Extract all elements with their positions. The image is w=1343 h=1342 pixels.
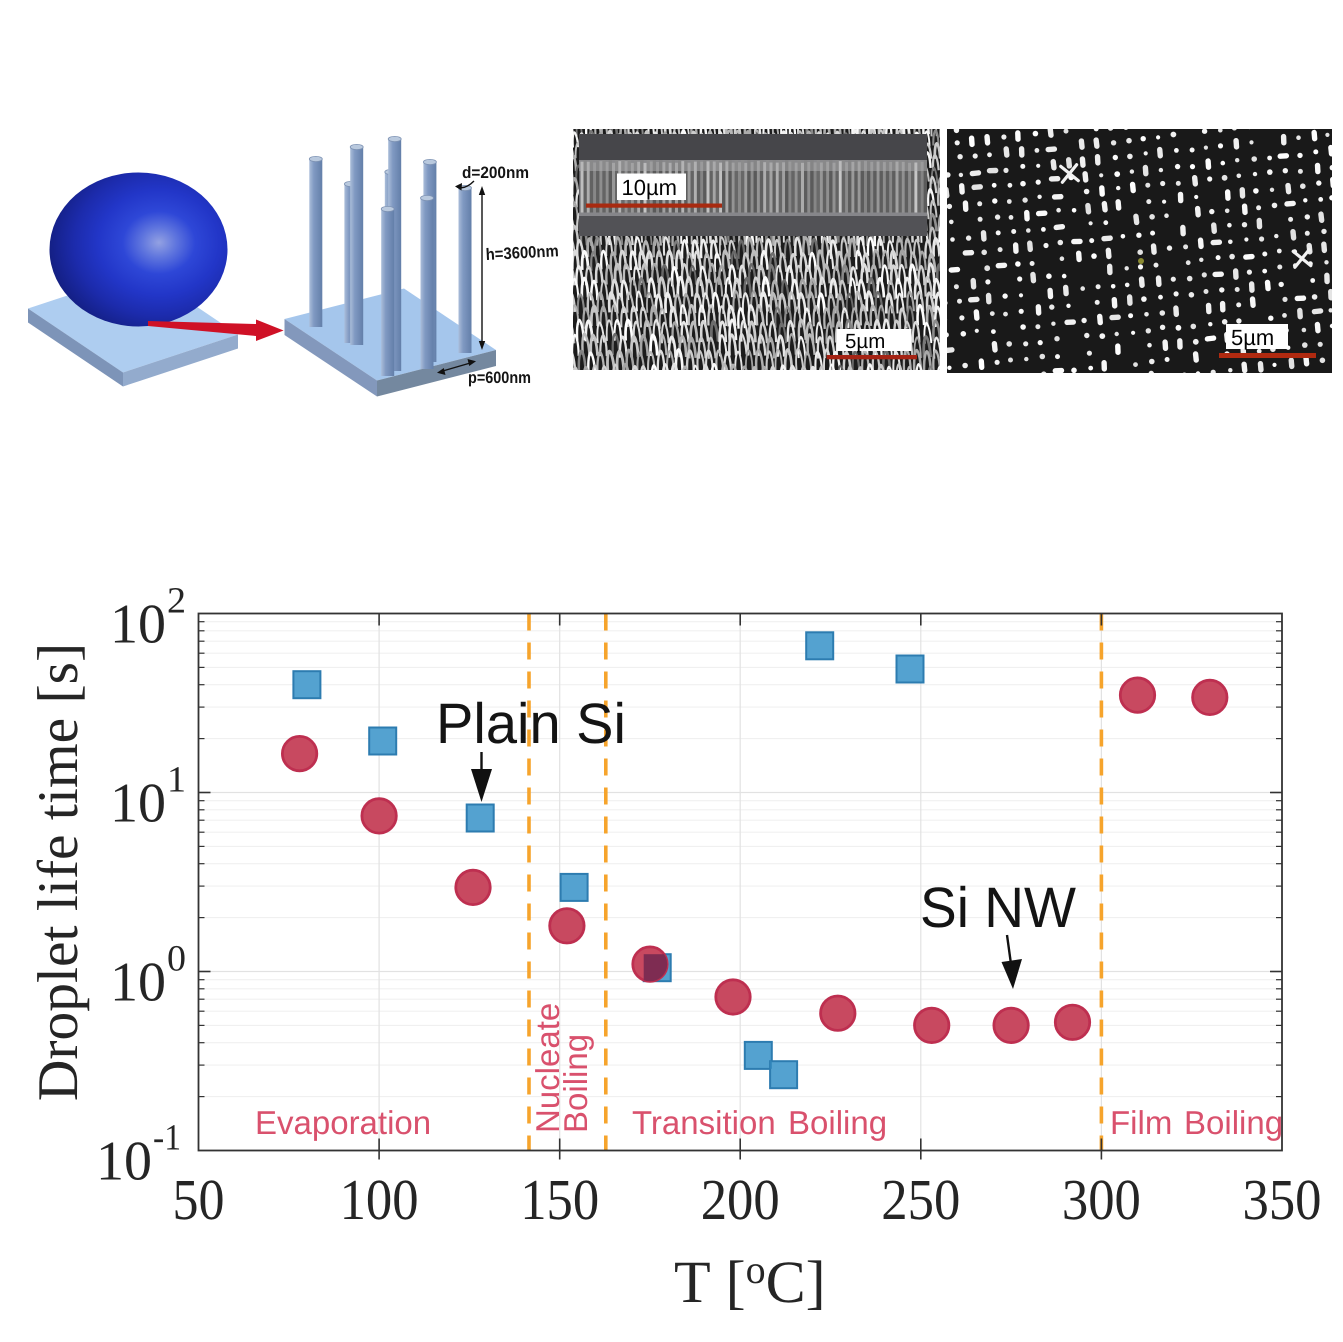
svg-text:Boiling: Boiling <box>1184 1104 1283 1141</box>
svg-text:2: 2 <box>167 581 186 622</box>
svg-text:T [oC]: T [oC] <box>674 1247 826 1315</box>
svg-text:Droplet life time [s]: Droplet life time [s] <box>27 643 90 1101</box>
svg-text:250: 250 <box>881 1167 960 1232</box>
svg-text:10µm: 10µm <box>622 175 677 200</box>
svg-text:Film: Film <box>1110 1104 1172 1141</box>
svg-text:p=600nm: p=600nm <box>468 369 531 387</box>
svg-text:5µm: 5µm <box>845 330 885 353</box>
svg-text:Boiling: Boiling <box>788 1104 887 1141</box>
svg-text:-1: -1 <box>153 1118 181 1159</box>
svg-text:350: 350 <box>1243 1167 1322 1232</box>
svg-text:1: 1 <box>167 760 186 801</box>
svg-text:0: 0 <box>167 939 186 980</box>
svg-text:h=3600nm: h=3600nm <box>485 242 559 264</box>
svg-text:10: 10 <box>96 1131 152 1193</box>
svg-text:300: 300 <box>1062 1167 1141 1232</box>
svg-text:100: 100 <box>340 1167 419 1232</box>
svg-text:d=200nm: d=200nm <box>462 164 529 182</box>
svg-text:50: 50 <box>173 1167 225 1232</box>
svg-text:Evaporation: Evaporation <box>255 1104 431 1141</box>
svg-text:Nucleate: Nucleate <box>529 1003 566 1133</box>
svg-text:5µm: 5µm <box>1231 325 1274 350</box>
svg-text:Plain Si: Plain Si <box>436 692 626 756</box>
svg-text:10: 10 <box>110 594 166 656</box>
svg-text:150: 150 <box>520 1167 599 1232</box>
svg-text:Boiling: Boiling <box>557 1034 594 1133</box>
svg-text:10: 10 <box>110 773 166 835</box>
svg-text:Transition: Transition <box>632 1104 776 1141</box>
svg-text:Si NW: Si NW <box>920 876 1076 940</box>
svg-text:10: 10 <box>110 952 166 1014</box>
svg-text:200: 200 <box>701 1167 780 1232</box>
